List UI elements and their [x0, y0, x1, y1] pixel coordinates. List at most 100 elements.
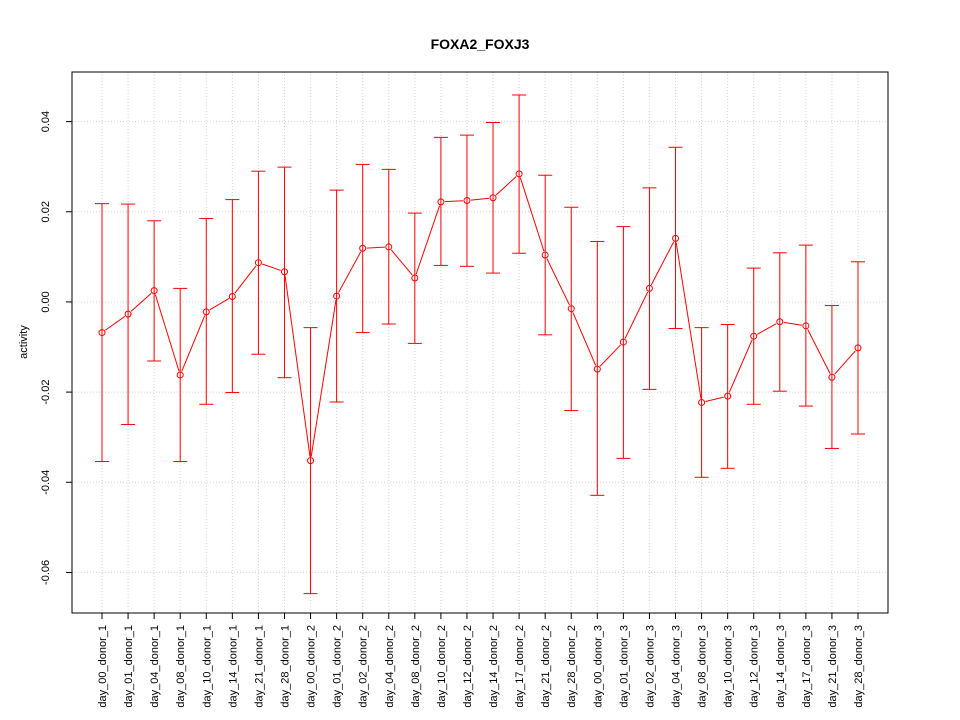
data-point: [385, 243, 393, 251]
y-tick-label: 0.00: [40, 291, 52, 312]
data-point: [645, 284, 653, 292]
data-point: [228, 293, 236, 301]
data-point: [515, 170, 523, 178]
data-point: [359, 244, 367, 252]
data-point: [124, 310, 132, 318]
series-line-segment: [338, 251, 362, 293]
x-tick-label: day_08_donor_1: [175, 625, 187, 708]
y-tick-label: -0.06: [40, 560, 52, 585]
data-point: [489, 194, 497, 202]
x-tick-label: day_28_donor_3: [853, 625, 865, 708]
series-line-segment: [104, 316, 126, 331]
series-line-segment: [366, 246, 385, 249]
data-point: [750, 332, 758, 340]
x-tick-label: day_10_donor_1: [201, 625, 213, 708]
data-point: [776, 318, 784, 326]
plot-frame: [71, 71, 889, 614]
data-point: [854, 344, 862, 352]
y-axis: -0.06 -0.04 -0.02 0.00 0.02 0.04: [40, 111, 72, 585]
data-point: [202, 308, 210, 316]
data-point: [698, 398, 706, 406]
series-line-segment: [130, 292, 152, 312]
series-line-segment: [756, 323, 777, 335]
series-line-segment: [470, 197, 490, 201]
series-line-segment: [154, 294, 180, 372]
x-tick-label: day_21_donor_1: [253, 625, 265, 708]
series-line-segment: [546, 258, 570, 306]
data-point: [280, 268, 288, 276]
x-tick-label: day_08_donor_3: [697, 625, 709, 708]
x-tick-label: day_14_donor_2: [488, 625, 500, 708]
data-point: [567, 305, 575, 313]
x-tick-label: day_01_donor_1: [123, 625, 135, 708]
series-line-segment: [519, 177, 545, 252]
x-tick-label: day_02_donor_3: [644, 625, 656, 708]
x-tick-label: day_02_donor_2: [358, 625, 370, 708]
x-tick-label: day_21_donor_2: [540, 625, 552, 708]
series-line-segment: [599, 344, 621, 367]
series-line-segment: [310, 299, 337, 457]
data-point: [541, 251, 549, 259]
x-tick-label: day_17_donor_2: [514, 625, 526, 708]
x-tick-label: day_12_donor_3: [749, 625, 761, 708]
data-point: [254, 259, 262, 267]
x-tick-label: day_01_donor_2: [332, 625, 344, 708]
x-tick-label: day_04_donor_1: [149, 625, 161, 708]
series-group: [95, 94, 865, 595]
x-tick-label: day_08_donor_2: [410, 625, 422, 708]
x-tick-label: day_10_donor_3: [723, 625, 735, 708]
x-tick-label: day_21_donor_3: [827, 625, 839, 708]
data-point: [828, 373, 836, 381]
chart-title: FOXA2_FOXJ3: [431, 36, 530, 52]
series-line-segment: [728, 339, 753, 393]
series-line-segment: [650, 241, 675, 286]
x-tick-label: day_14_donor_1: [227, 625, 239, 708]
data-point: [437, 198, 445, 206]
data-point: [150, 287, 158, 295]
data-point: [411, 274, 419, 282]
series-line-segment: [390, 249, 413, 276]
x-tick-label: day_00_donor_2: [306, 625, 318, 708]
y-tick-label: -0.02: [40, 380, 52, 405]
series-line-segment: [181, 315, 206, 372]
series-line-segment: [705, 396, 724, 403]
x-axis: day_00_donor_1 day_01_donor_1 day_04_donor…: [97, 612, 865, 708]
data-point: [802, 322, 810, 330]
x-tick-label: day_28_donor_2: [566, 625, 578, 708]
series-line-segment: [783, 321, 802, 326]
series-line-segment: [262, 263, 281, 271]
x-tick-label: day_12_donor_2: [462, 625, 474, 708]
series-line-segment: [572, 312, 597, 366]
y-tick-label: 0.04: [40, 111, 52, 132]
data-point: [176, 371, 184, 379]
series-line-segment: [444, 200, 463, 203]
x-tick-label: day_04_donor_2: [384, 625, 396, 708]
y-tick-label: -0.04: [40, 470, 52, 495]
x-tick-label: day_00_donor_1: [97, 625, 109, 708]
x-tick-label: day_28_donor_1: [279, 625, 291, 708]
x-tick-label: day_14_donor_3: [775, 625, 787, 708]
x-tick-label: day_00_donor_3: [592, 625, 604, 708]
x-tick-label: day_01_donor_3: [618, 625, 630, 708]
x-tick-label: day_10_donor_2: [436, 625, 448, 708]
series-line-segment: [834, 350, 856, 375]
series-line-segment: [807, 329, 831, 374]
series-line-segment: [624, 291, 649, 339]
data-point: [333, 292, 341, 300]
series-line-segment: [234, 265, 257, 294]
series-line-segment: [495, 176, 517, 196]
grid: [72, 72, 888, 613]
data-point: [593, 365, 601, 373]
y-tick-label: 0.02: [40, 201, 52, 222]
series-line-segment: [284, 275, 311, 457]
data-point: [307, 457, 315, 465]
data-point: [619, 338, 627, 346]
series-line-segment: [675, 242, 702, 399]
series-line-segment: [415, 205, 441, 275]
data-point: [463, 196, 471, 204]
data-point: [98, 329, 106, 337]
data-point: [724, 392, 732, 400]
data-point: [672, 234, 680, 242]
y-axis-label: activity: [18, 325, 30, 359]
